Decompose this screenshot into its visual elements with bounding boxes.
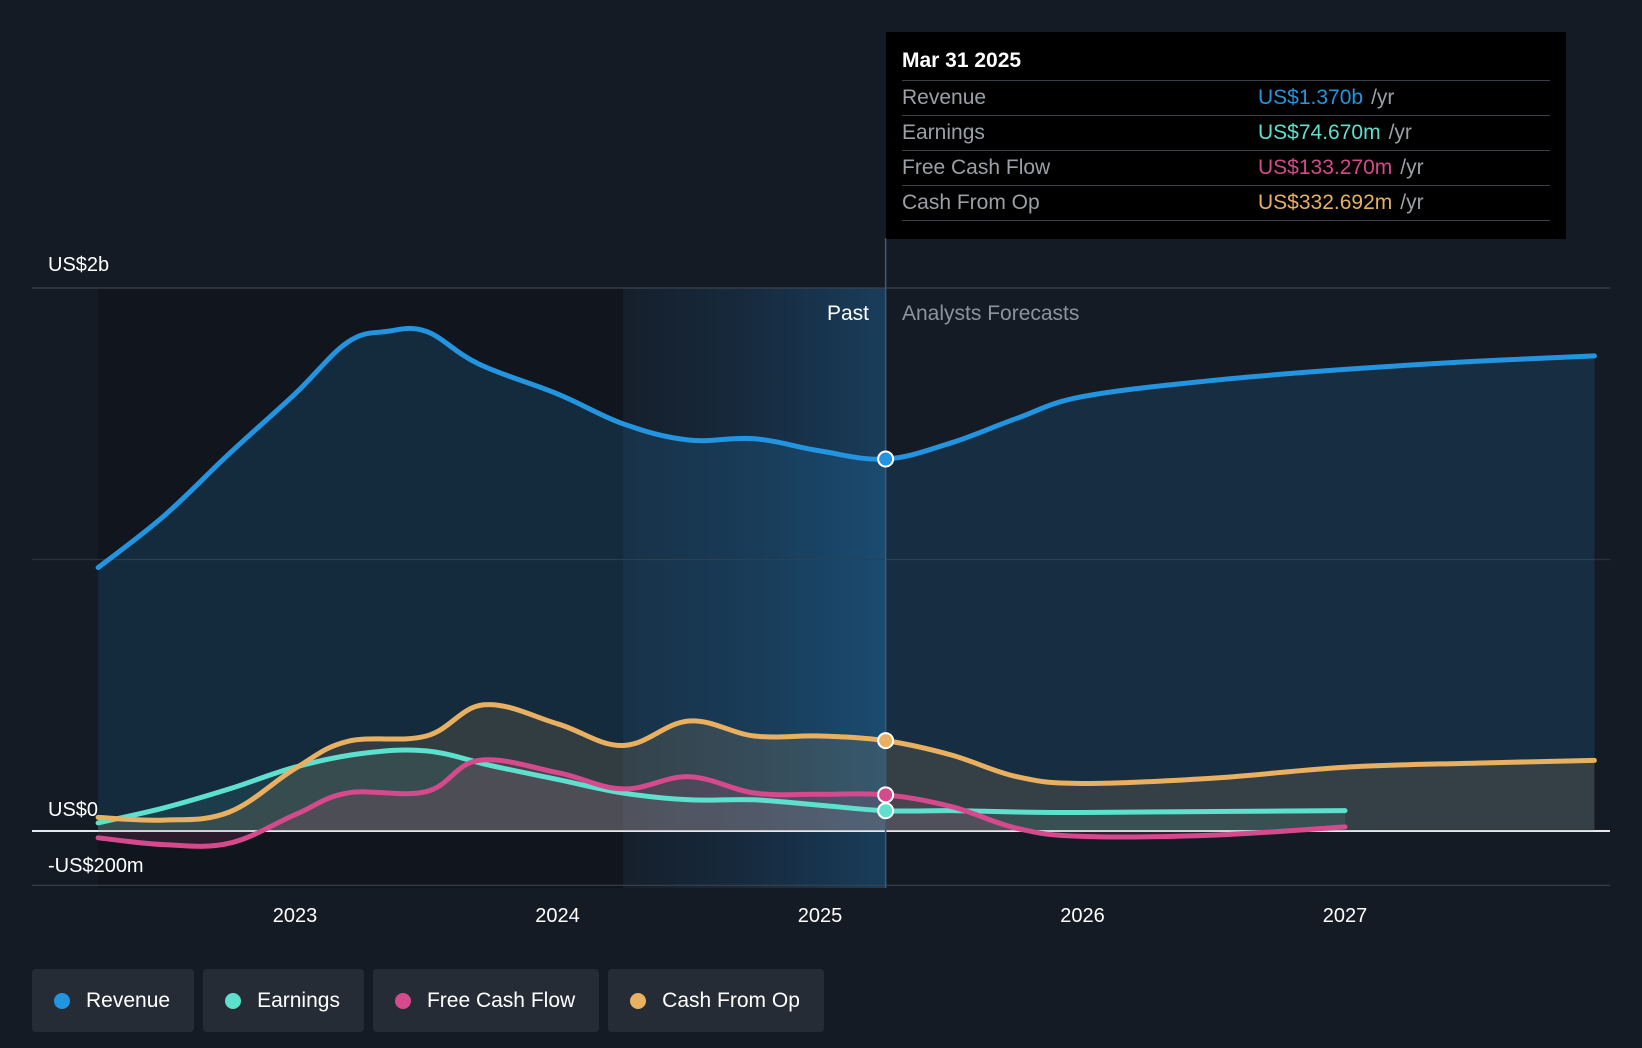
legend-dot-icon xyxy=(54,992,70,1009)
x-tick-label: 2026 xyxy=(1060,905,1105,927)
legend-dot-icon xyxy=(394,992,411,1009)
data-tooltip: Mar 31 2025 Revenue US$1.370b /yr Earnin… xyxy=(886,32,1566,239)
line-revenue xyxy=(95,325,1597,571)
series-lines xyxy=(95,325,1597,849)
tooltip-row-unit: /yr xyxy=(1371,86,1395,109)
y-label-zero: US$0 xyxy=(48,799,98,821)
y-label-top: US$2b xyxy=(48,254,109,276)
area-free-cash-flow xyxy=(98,759,1346,847)
tooltip-row-earnings: Earnings US$74.670m /yr xyxy=(902,115,1550,150)
x-axis: 2023 2024 2025 2026 2027 xyxy=(273,905,1368,927)
tooltip-row-free-cash-flow: Free Cash Flow US$133.270m /yr xyxy=(902,150,1550,185)
area-cash-from-op xyxy=(98,704,1595,831)
x-tick-label: 2023 xyxy=(273,905,318,927)
tooltip-row-unit: /yr xyxy=(1388,121,1412,144)
legend-label: Earnings xyxy=(257,988,340,1012)
tooltip-date: Mar 31 2025 xyxy=(902,49,1022,72)
legend-label: Revenue xyxy=(86,988,171,1012)
tooltip-row-name: Earnings xyxy=(902,121,985,144)
tooltip-markers xyxy=(877,450,895,820)
tooltip-row-unit: /yr xyxy=(1400,156,1424,179)
legend-label: Cash From Op xyxy=(662,988,800,1012)
tooltip-row-value: US$74.670m xyxy=(1258,121,1381,144)
tooltip-row-value: US$1.370b xyxy=(1258,86,1364,109)
legend-dot-icon xyxy=(225,992,242,1009)
legend-item-free-cash-flow[interactable]: Free Cash Flow xyxy=(372,969,600,1032)
chart-legend: Revenue Earnings Free Cash Flow Cash Fro… xyxy=(32,969,824,1032)
line-free-cash-flow xyxy=(95,757,1348,849)
y-label-bottom: -US$200m xyxy=(48,855,144,877)
marker-earnings xyxy=(877,802,895,820)
past-highlight-region xyxy=(623,288,886,888)
x-tick-label: 2025 xyxy=(798,905,843,927)
area-earnings xyxy=(98,749,1346,831)
legend-item-cash-from-op[interactable]: Cash From Op xyxy=(608,969,824,1032)
tooltip-row-revenue: Revenue US$1.370b /yr xyxy=(902,80,1550,115)
past-label: Past xyxy=(827,302,869,325)
x-tick-label: 2024 xyxy=(535,905,580,927)
forecast-label: Analysts Forecasts xyxy=(902,302,1079,325)
legend-label: Free Cash Flow xyxy=(426,988,576,1012)
tooltip-row-value: US$133.270m xyxy=(1258,156,1393,179)
tooltip-row-name: Cash From Op xyxy=(902,191,1040,214)
tooltip-row-name: Free Cash Flow xyxy=(902,156,1051,179)
line-cash-from-op xyxy=(95,702,1597,823)
tooltip-row-unit: /yr xyxy=(1400,191,1424,214)
legend-item-revenue[interactable]: Revenue xyxy=(32,969,195,1032)
gridlines xyxy=(32,287,1610,886)
legend-dot-icon xyxy=(630,992,647,1009)
tooltip-row-cash-from-op: Cash From Op US$332.692m /yr xyxy=(902,185,1550,221)
marker-free-cash-flow xyxy=(877,786,895,804)
tooltip-row-name: Revenue xyxy=(902,86,987,109)
legend-item-earnings[interactable]: Earnings xyxy=(203,969,364,1032)
x-tick-label: 2027 xyxy=(1323,905,1368,927)
marker-cash-from-op xyxy=(877,732,895,750)
marker-revenue xyxy=(877,450,895,468)
tooltip-row-value: US$332.692m xyxy=(1258,191,1393,214)
